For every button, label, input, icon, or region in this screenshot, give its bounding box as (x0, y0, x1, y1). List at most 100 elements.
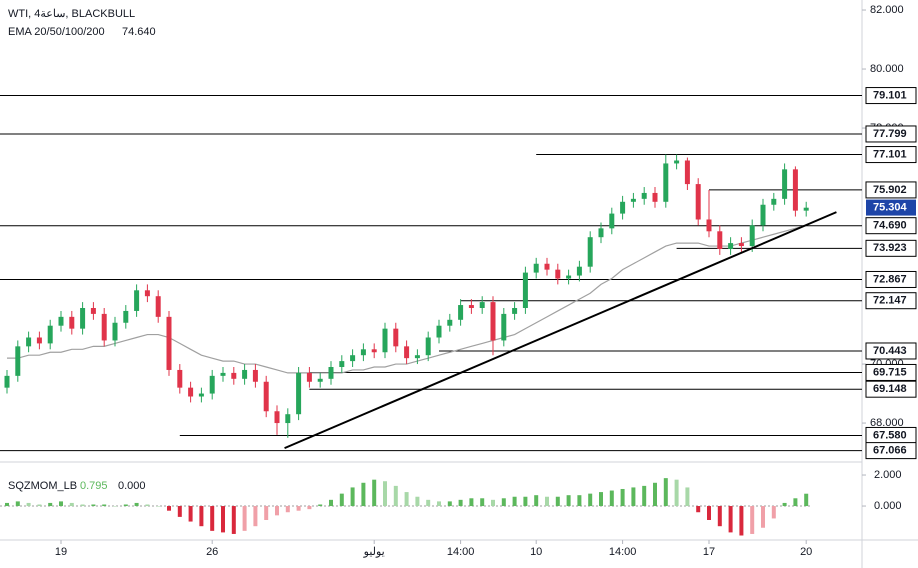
candle-body (414, 355, 420, 359)
y-tick-label: 2.000 (874, 469, 902, 481)
candle-body (533, 263, 539, 273)
candle-body (706, 219, 712, 232)
momentum-bar (469, 498, 474, 507)
momentum-bar (426, 499, 431, 507)
momentum-bar (275, 506, 279, 516)
candle-body (576, 266, 582, 276)
candle-body (652, 192, 658, 202)
momentum-bar (188, 506, 193, 522)
candle-body (155, 296, 161, 317)
momentum-bar (253, 506, 258, 527)
candle-body (209, 375, 215, 394)
candle-body (360, 349, 366, 356)
y-tick-label: 80.000 (870, 63, 904, 75)
candle-body (242, 369, 248, 379)
last-price-tag (866, 199, 916, 216)
momentum-bar (804, 493, 809, 507)
candle-body (501, 313, 507, 341)
indicator-value: 0.795 (80, 480, 108, 492)
candle-body (609, 213, 615, 229)
momentum-bar (631, 487, 636, 507)
momentum-bar (48, 502, 53, 507)
x-tick-label: 19 (55, 546, 67, 558)
candle-body (728, 243, 734, 249)
momentum-bar (512, 496, 517, 507)
candle-body (674, 160, 680, 164)
x-tick-label: 26 (206, 546, 218, 558)
candle-body (15, 346, 21, 376)
level-label: 72.867 (873, 273, 907, 285)
level-label: 72.147 (873, 295, 907, 307)
candle-body (26, 337, 32, 347)
momentum-bar (458, 499, 463, 507)
candle-body (684, 160, 690, 185)
level-tag (865, 146, 917, 164)
momentum-bar (210, 506, 215, 531)
momentum-bar (372, 479, 377, 507)
momentum-bar (663, 478, 668, 507)
level-tag (865, 87, 917, 105)
momentum-bar (566, 495, 571, 507)
indicator-name: SQZMOM_LB (8, 480, 77, 492)
candle-body (490, 302, 496, 341)
y-tick-label: 68.000 (870, 417, 904, 429)
momentum-bar (69, 502, 74, 507)
momentum-bar (296, 506, 301, 511)
candle-body (371, 349, 377, 353)
momentum-bar (167, 506, 171, 511)
momentum-bar (350, 487, 355, 507)
candle-body (328, 367, 334, 379)
candle-body (436, 325, 442, 338)
candle-body (4, 375, 10, 388)
chart-title: WTI, 4ساعة, BLACKBULL (8, 8, 135, 20)
momentum-bar (707, 506, 711, 520)
candle-body (123, 310, 129, 323)
level-tag (865, 125, 917, 143)
candle-body (641, 192, 647, 199)
plot: 82.00080.00078.00070.00068.0002.0000.000… (0, 4, 917, 558)
momentum-bar (523, 496, 528, 507)
candle-body (69, 316, 75, 329)
momentum-bar (642, 485, 647, 507)
candle-body (80, 308, 86, 329)
x-tick-label: 14:00 (609, 546, 637, 558)
candle-body (717, 231, 723, 249)
candle-body (425, 337, 431, 356)
level-label: 67.580 (873, 429, 907, 441)
momentum-bar (242, 506, 247, 531)
candle-body (447, 319, 453, 326)
momentum-bar (491, 499, 495, 507)
momentum-bar (80, 504, 85, 507)
candle-body (306, 372, 312, 382)
trendline (284, 211, 837, 450)
candle-body (231, 372, 237, 379)
candle-body (522, 272, 528, 308)
momentum-bar (59, 501, 63, 507)
level-label: 73.923 (873, 242, 907, 254)
overlay: WTI, 4ساعة, BLACKBULL EMA 20/50/100/200 … (8, 8, 156, 492)
momentum-bar (145, 504, 150, 507)
momentum-bar (793, 498, 798, 507)
candle-body (144, 290, 150, 297)
momentum-bar (609, 490, 614, 507)
momentum-bar (545, 496, 549, 507)
level-label: 77.799 (873, 128, 907, 140)
level-tag (865, 292, 917, 310)
momentum-bar (404, 492, 409, 507)
candle-body (382, 328, 388, 353)
momentum-bar (113, 506, 117, 507)
level-tag (865, 342, 917, 360)
momentum-bar (156, 506, 161, 507)
candle-body (760, 204, 766, 226)
last-price-label: 75.304 (873, 201, 908, 213)
candle-body (166, 316, 172, 370)
candle-body (317, 378, 323, 382)
candle-body (587, 237, 593, 267)
candle-body (393, 328, 399, 347)
momentum-bar (37, 504, 42, 507)
candle-body (112, 322, 118, 341)
momentum-bar (221, 506, 225, 533)
momentum-bar (620, 488, 625, 507)
candle-body (738, 243, 744, 247)
